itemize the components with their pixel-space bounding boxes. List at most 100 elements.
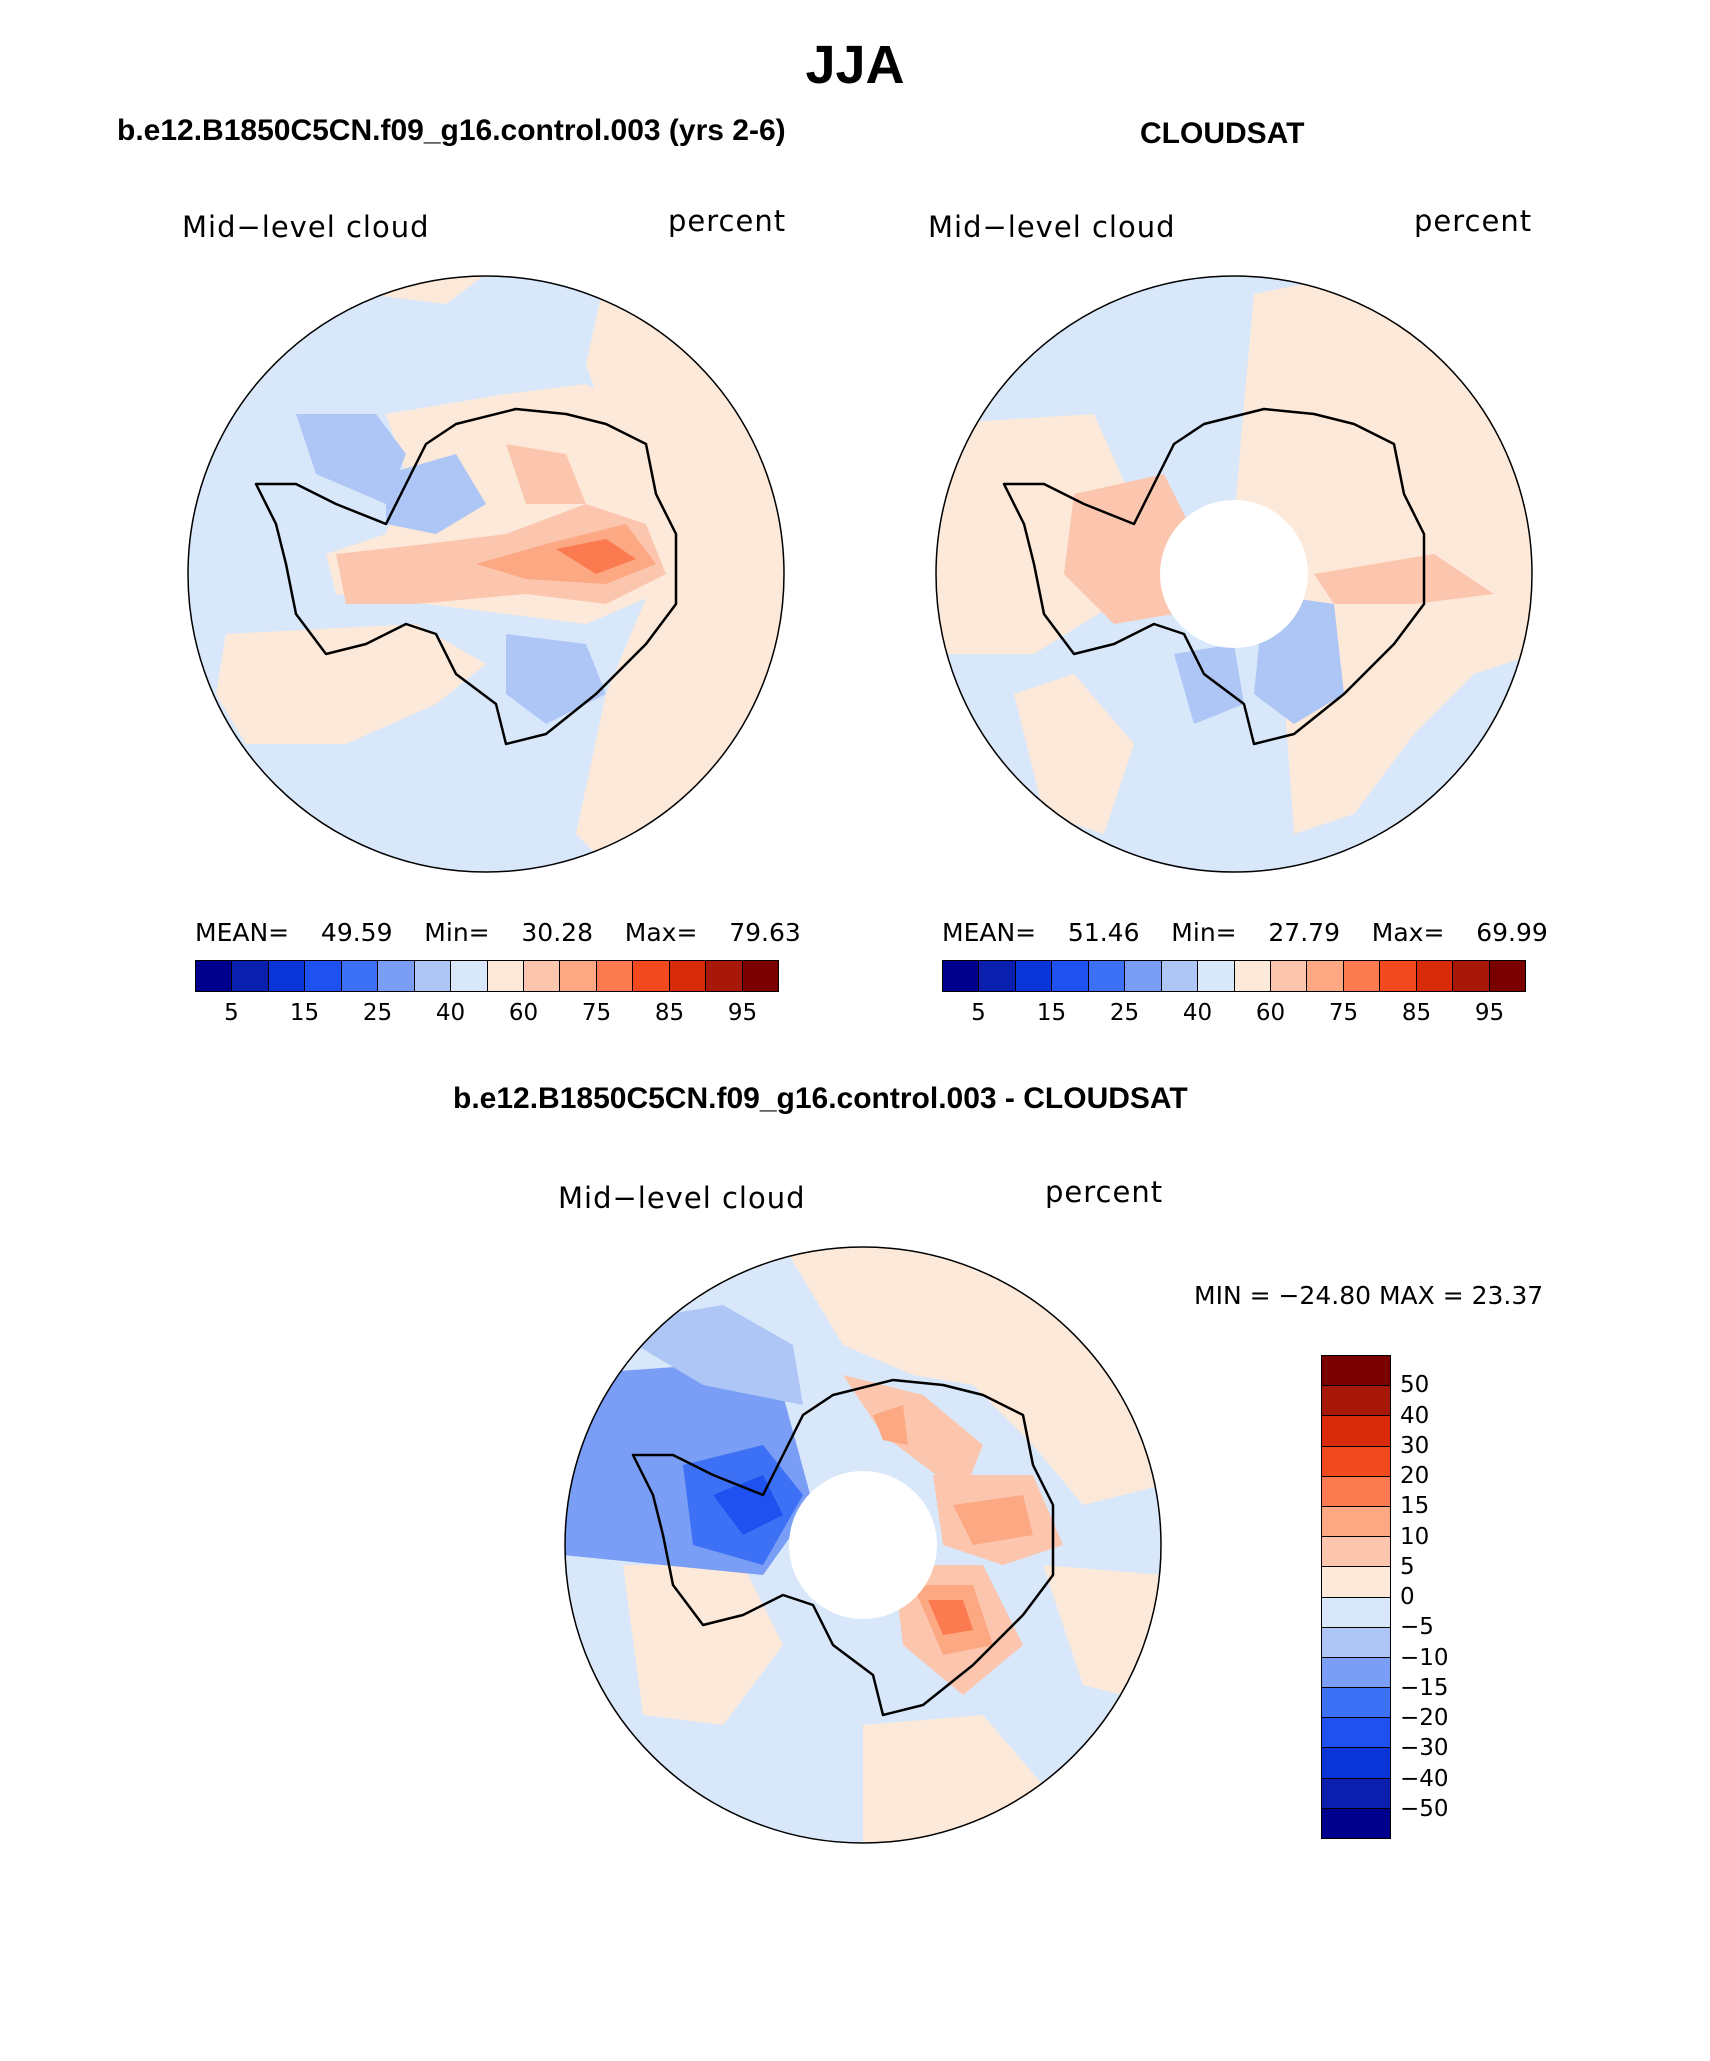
panel-1-colorbar <box>195 960 779 992</box>
min-label: Min= <box>1171 918 1237 947</box>
colorbar-swatch <box>1322 1537 1390 1568</box>
panel-2-title: CLOUDSAT <box>1140 117 1305 150</box>
min-value: 27.79 <box>1268 918 1340 947</box>
figure-title: JJA <box>805 35 905 95</box>
map-field-region <box>928 1600 973 1635</box>
colorbar-tick-label: 15 <box>289 1000 320 1026</box>
map-field-region <box>506 634 606 724</box>
panel-1-title: b.e12.B1850C5CN.f09_g16.control.003 (yrs… <box>117 114 786 147</box>
max-label: Max= <box>1371 918 1445 947</box>
diff-panel-minmax: MIN = −24.80 MAX = 23.37 <box>1194 1281 1544 1310</box>
colorbar-swatch <box>1380 961 1417 991</box>
diff-panel-title: b.e12.B1850C5CN.f09_g16.control.003 - CL… <box>453 1082 1188 1115</box>
diff-panel-colorbar-ticks: 50 40 30 20 15 10 5 0 −5 −10 −15 −20 −30 −40 −50 <box>1400 1355 1520 1839</box>
colorbar-tick-label: −40 <box>1400 1765 1449 1792</box>
colorbar-swatch <box>1322 1718 1390 1749</box>
colorbar-tick-label: −50 <box>1400 1795 1449 1822</box>
panel-1-polar-map <box>187 275 785 873</box>
colorbar-swatch <box>1015 961 1053 991</box>
colorbar-swatch <box>1343 961 1381 991</box>
colorbar-swatch <box>1322 1688 1390 1719</box>
colorbar-tick-label: −15 <box>1400 1674 1449 1701</box>
colorbar-tick-label: −10 <box>1400 1644 1449 1671</box>
colorbar-tick-label: −20 <box>1400 1705 1449 1731</box>
colorbar-tick-label: 85 <box>1401 1000 1432 1026</box>
colorbar-swatch <box>596 961 634 991</box>
colorbar-swatch <box>414 961 452 991</box>
map-field-region <box>506 444 586 504</box>
colorbar-swatch <box>1270 961 1308 991</box>
colorbar-tick-label: 95 <box>727 1000 758 1026</box>
colorbar-swatch <box>487 961 524 991</box>
colorbar-tick-label: 40 <box>1182 1000 1213 1026</box>
colorbar-swatch <box>1453 961 1490 991</box>
colorbar-tick-label: 0 <box>1400 1584 1415 1610</box>
max-value: 79.63 <box>729 918 801 947</box>
colorbar-tick-label: 75 <box>1328 1000 1359 1026</box>
colorbar-swatch <box>1322 1808 1390 1838</box>
colorbar-tick-label: 5 <box>224 1000 239 1026</box>
colorbar-tick-label: 30 <box>1400 1432 1430 1459</box>
colorbar-swatch <box>1322 1627 1390 1658</box>
colorbar-tick-label: 15 <box>1400 1493 1430 1520</box>
colorbar-tick-label: −30 <box>1400 1735 1449 1762</box>
colorbar-swatch <box>268 961 306 991</box>
map-field-region <box>296 414 406 504</box>
panel-1-units-label: percent <box>668 204 787 238</box>
colorbar-swatch <box>1322 1446 1390 1477</box>
colorbar-swatch <box>1322 1567 1390 1598</box>
colorbar-tick-label: 60 <box>508 1000 539 1026</box>
colorbar-swatch <box>560 961 597 991</box>
colorbar-swatch <box>633 961 670 991</box>
colorbar-swatch <box>378 961 415 991</box>
diff-panel-colorbar <box>1321 1355 1391 1839</box>
panel-1-variable-label: Mid−level cloud <box>182 210 430 244</box>
colorbar-swatch <box>1307 961 1344 991</box>
colorbar-tick-label: 25 <box>1109 1000 1140 1026</box>
panel-2-units-label: percent <box>1414 204 1533 238</box>
colorbar-swatch <box>669 961 707 991</box>
mean-label: MEAN= <box>195 918 290 947</box>
diff-panel-polar-map <box>564 1246 1162 1844</box>
colorbar-tick-label: 40 <box>435 1000 466 1026</box>
colorbar-swatch <box>232 961 269 991</box>
map-field-region <box>216 624 486 744</box>
colorbar-tick-label: 25 <box>362 1000 393 1026</box>
colorbar-swatch <box>1322 1416 1390 1447</box>
map-field-region <box>623 1565 783 1725</box>
colorbar-swatch <box>1322 1657 1390 1689</box>
coastline <box>631 1378 1055 1717</box>
colorbar-swatch <box>1052 961 1089 991</box>
colorbar-swatch <box>1416 961 1454 991</box>
colorbar-swatch <box>706 961 743 991</box>
max-label: Max= <box>624 918 698 947</box>
data-missing-pole <box>1160 500 1308 648</box>
map-boundary <box>564 1246 1162 1844</box>
map-field-region <box>873 1405 908 1445</box>
colorbar-swatch <box>305 961 342 991</box>
colorbar-tick-label: 15 <box>1036 1000 1067 1026</box>
colorbar-tick-label: 20 <box>1400 1463 1430 1489</box>
max-value: 69.99 <box>1476 918 1548 947</box>
colorbar-tick-label: 40 <box>1400 1402 1430 1429</box>
map-field-region <box>843 1375 983 1495</box>
colorbar-tick-label: 95 <box>1474 1000 1505 1026</box>
panel-1-stats: MEAN= 49.59 Min= 30.28 Max= 79.63 <box>195 918 801 947</box>
panel-2-colorbar-ticks: 5 15 25 40 60 75 85 95 <box>942 1000 1526 1030</box>
colorbar-swatch <box>943 961 980 991</box>
colorbar-tick-label: 85 <box>654 1000 685 1026</box>
colorbar-swatch <box>1489 961 1525 991</box>
colorbar-tick-label: 75 <box>581 1000 612 1026</box>
colorbar-swatch <box>1322 1778 1390 1809</box>
colorbar-tick-label: −5 <box>1400 1614 1434 1641</box>
panel-2-stats: MEAN= 51.46 Min= 27.79 Max= 69.99 <box>942 918 1548 947</box>
colorbar-swatch <box>196 961 233 991</box>
colorbar-swatch <box>1322 1476 1390 1507</box>
colorbar-swatch <box>341 961 379 991</box>
map-boundary <box>187 275 785 873</box>
colorbar-tick-label: 5 <box>971 1000 986 1026</box>
colorbar-swatch <box>523 961 561 991</box>
panel-2-polar-map <box>935 275 1533 873</box>
colorbar-swatch <box>1322 1597 1390 1628</box>
map-field-region <box>1314 554 1494 604</box>
